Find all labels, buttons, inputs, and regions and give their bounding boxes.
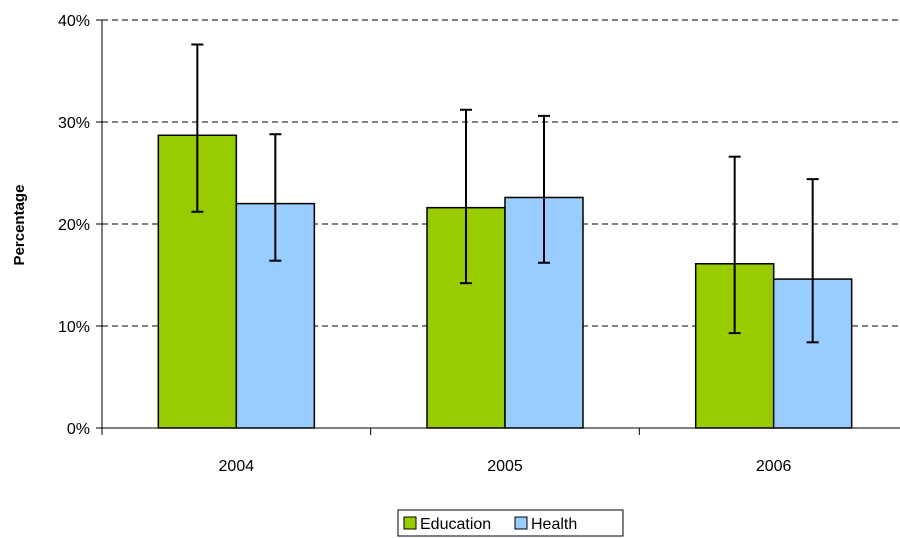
y-tick-label: 30% <box>58 115 90 132</box>
y-axis-title: Percentage <box>11 185 28 266</box>
x-tick-label: 2006 <box>756 458 792 475</box>
x-tick-label: 2004 <box>219 458 255 475</box>
x-tick-label: 2005 <box>487 458 523 475</box>
legend-box <box>397 509 624 537</box>
legend: Education Health <box>397 509 624 537</box>
bars <box>157 134 853 429</box>
error-bar-health-2006 <box>806 178 819 344</box>
legend-swatch-education <box>403 516 417 530</box>
legend-label-health: Health <box>531 516 577 533</box>
error-bar-education-2005 <box>460 108 472 285</box>
error-bar-education-2006 <box>728 155 741 335</box>
error-bar-education-2004 <box>191 43 204 213</box>
y-tick-label: 40% <box>58 13 90 30</box>
error-bars <box>191 43 819 344</box>
y-tick-label: 20% <box>58 217 90 234</box>
y-tick-label: 0% <box>67 421 90 438</box>
y-tick-label: 10% <box>58 319 90 336</box>
legend-swatch-health <box>514 516 528 530</box>
axes: 0% 10% 20% 30% 40% 2004 2005 2006 <box>58 13 900 475</box>
error-bar-health-2005 <box>538 114 550 264</box>
error-bar-health-2004 <box>269 133 282 262</box>
legend-label-education: Education <box>420 516 491 533</box>
